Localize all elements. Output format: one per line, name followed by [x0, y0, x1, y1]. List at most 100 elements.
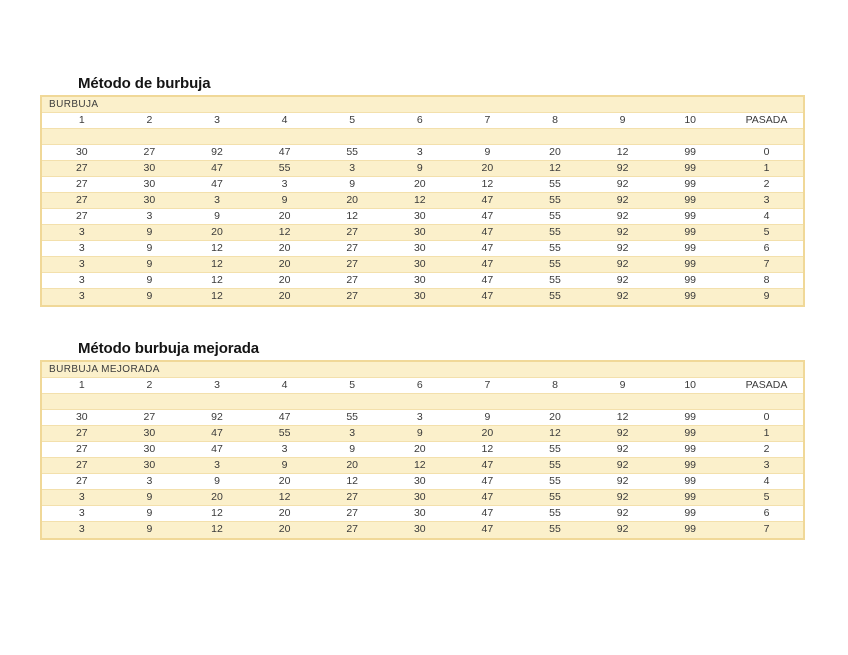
table-cell: 9: [484, 411, 491, 423]
table-row: 3 9 12 20 27 30 47 55 92 99 9: [42, 289, 803, 305]
table-cell: 55: [549, 459, 561, 471]
column-header-cell: 4: [281, 379, 288, 391]
table-cell: 0: [763, 146, 770, 158]
table-cell: 92: [616, 226, 629, 238]
table-cell: 92: [616, 523, 629, 535]
spacer-row: [42, 394, 803, 410]
table-cell: 30: [143, 427, 156, 439]
table-name-row: BURBUJA: [42, 97, 803, 113]
table-cell: 9: [484, 146, 491, 158]
column-header-cell: PASADA: [745, 114, 788, 126]
column-header-cell: 7: [484, 379, 491, 391]
table-cell: 30: [143, 194, 156, 206]
table-cell: 92: [616, 210, 629, 222]
table-cell: 99: [684, 258, 697, 270]
table-cell: 9: [146, 507, 153, 519]
table-row: 3 9 20 12 27 30 47 55 92 99 5: [42, 225, 803, 241]
table-cell: 30: [413, 523, 426, 535]
table-cell: 30: [413, 210, 426, 222]
table-cell: 20: [481, 162, 494, 174]
table-cell: 30: [413, 226, 426, 238]
table-cell: 3: [214, 194, 220, 206]
table-cell: 99: [684, 290, 697, 302]
table-cell: 55: [549, 194, 561, 206]
table-cell: 47: [481, 258, 494, 270]
table-cell: 27: [346, 226, 359, 238]
table-cell: 55: [549, 290, 561, 302]
table-cell: 3: [78, 507, 85, 519]
table-cell: 92: [616, 459, 629, 471]
table-cell: 99: [684, 491, 697, 503]
table-cell: 20: [413, 443, 426, 455]
table-cell: 27: [75, 459, 88, 471]
table-cell: 27: [346, 258, 359, 270]
data-table-burbuja: BURBUJA 1 2 3 4 5 6 7 8 9 10 PASADA 30 27 92 47 55 3 9 20 12…: [40, 95, 805, 307]
table-cell: 27: [143, 146, 156, 158]
column-header-cell: 8: [552, 379, 558, 391]
table-cell: 27: [75, 210, 88, 222]
table-cell: 2: [763, 443, 770, 455]
table-cell: 20: [278, 523, 291, 535]
tables-area: Método de burbuja BURBUJA 1 2 3 4 5 6 7 8 9 10 PASA…: [40, 0, 805, 540]
table-cell: 9: [214, 210, 220, 222]
table-cell: 5: [763, 491, 770, 503]
column-header-cell: 5: [349, 379, 356, 391]
table-cell: 9: [763, 290, 770, 302]
table-cell: 6: [763, 242, 770, 254]
table-cell: 92: [616, 242, 629, 254]
table-cell: 27: [346, 507, 359, 519]
table-cell: 27: [75, 178, 88, 190]
table-cell: 27: [346, 523, 359, 535]
column-header-cell: 6: [416, 379, 423, 391]
table-cell: 47: [211, 178, 223, 190]
table-cell: 47: [211, 443, 223, 455]
column-header-cell: 4: [281, 114, 288, 126]
table-cell: 99: [684, 242, 697, 254]
table-cell: 30: [143, 178, 156, 190]
table-cell: 55: [549, 443, 561, 455]
table-cell: 9: [281, 459, 288, 471]
table-cell: 92: [211, 146, 223, 158]
table-cell: 3: [763, 459, 770, 471]
table-cell: 92: [616, 491, 629, 503]
table-cell: 99: [684, 411, 697, 423]
table-cell: 30: [413, 290, 426, 302]
table-cell: 5: [763, 226, 770, 238]
table-cell: 55: [278, 162, 291, 174]
table-cell: 8: [763, 274, 770, 286]
table-cell: 12: [278, 491, 291, 503]
table-cell: 9: [146, 274, 153, 286]
table-cell: 92: [616, 258, 629, 270]
table-cell: 27: [346, 290, 359, 302]
table-cell: 20: [413, 178, 426, 190]
table-cell: 9: [281, 194, 288, 206]
table-cell: 55: [549, 242, 561, 254]
table-cell: 12: [211, 242, 223, 254]
data-table-burbuja-mejorada: BURBUJA MEJORADA 1 2 3 4 5 6 7 8 9 10 PASADA 30 27 92 4…: [40, 360, 805, 540]
table-cell: 3: [78, 290, 85, 302]
table-cell: 99: [684, 162, 697, 174]
table-cell: 47: [481, 242, 494, 254]
table-row: 27 30 47 3 9 20 12 55 92 99 2: [42, 177, 803, 193]
table-cell: 3: [78, 523, 85, 535]
table-cell: 12: [616, 146, 629, 158]
column-header-cell: 10: [684, 379, 697, 391]
table-cell: 27: [346, 491, 359, 503]
table-cell: 30: [413, 491, 426, 503]
table-cell: 55: [549, 210, 561, 222]
table-cell: 3: [146, 475, 153, 487]
table-cell: 55: [549, 523, 561, 535]
table-cell: 9: [146, 226, 153, 238]
table-cell: 47: [481, 507, 494, 519]
table-cell: 99: [684, 226, 697, 238]
table-cell: 3: [78, 242, 85, 254]
table-row: 30 27 92 47 55 3 9 20 12 99 0: [42, 145, 803, 161]
table-cell: 6: [763, 507, 770, 519]
table-cell: 92: [616, 162, 629, 174]
table-cell: 0: [763, 411, 770, 423]
table-cell: 3: [763, 194, 770, 206]
table-cell: 92: [616, 274, 629, 286]
table-cell: 47: [278, 411, 291, 423]
table-cell: 12: [413, 194, 426, 206]
